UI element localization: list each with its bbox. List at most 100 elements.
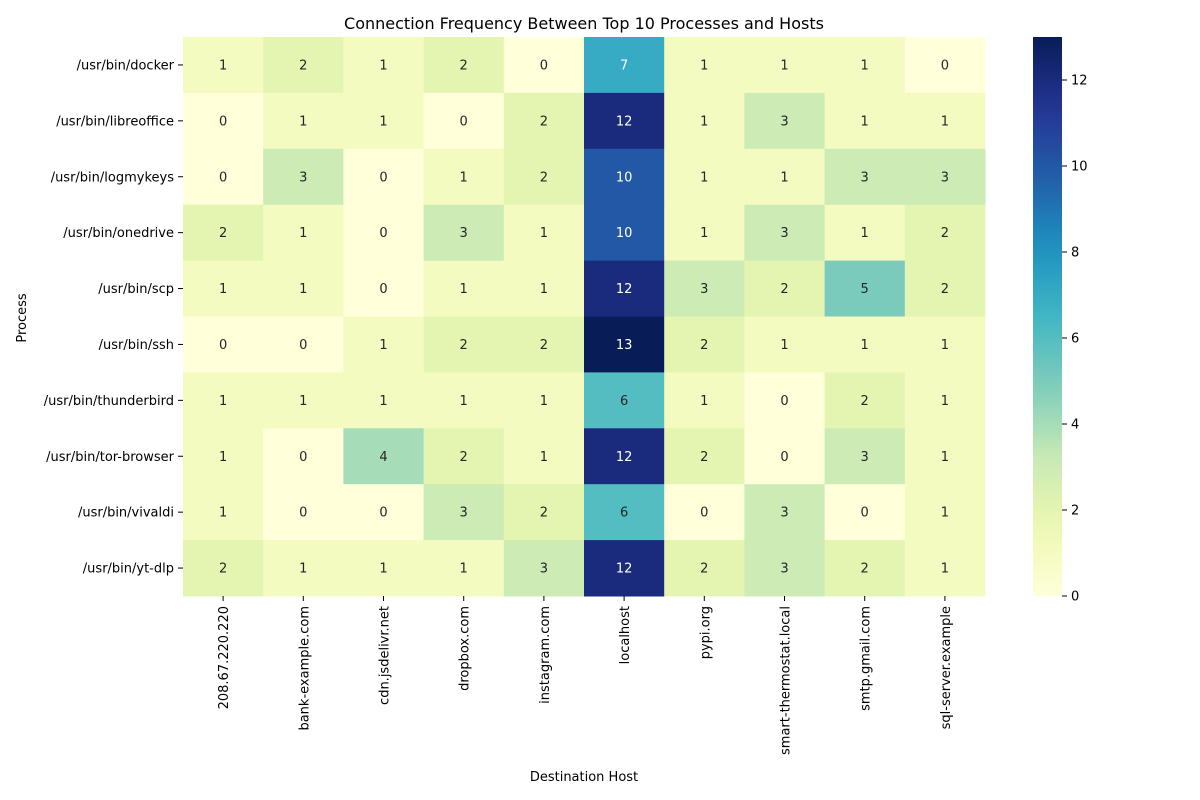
cell-value-label: 2	[460, 58, 468, 73]
heatmap-cell	[503, 484, 585, 541]
heatmap-cell	[343, 484, 425, 541]
heatmap-cell	[744, 428, 826, 485]
heatmap-cell	[423, 148, 505, 206]
cell-value-label: 10	[616, 226, 633, 241]
cell-value-label: 0	[379, 226, 387, 241]
heatmap-cell	[423, 316, 505, 373]
cell-value-label: 0	[780, 450, 788, 465]
heatmap-cell	[664, 204, 745, 262]
heatmap-cell	[183, 372, 264, 429]
heatmap-cell	[183, 316, 264, 373]
y-tick-label: /usr/bin/thunderbird	[44, 394, 174, 409]
colorbar-tick-label: 10	[1071, 160, 1088, 175]
cell-value-label: 1	[700, 114, 708, 129]
heatmap-cell	[664, 316, 745, 373]
x-axis-label: Destination Host	[530, 770, 638, 785]
y-tick-label: /usr/bin/scp	[98, 282, 174, 297]
cell-value-label: 1	[941, 450, 949, 465]
cell-value-label: 1	[700, 170, 708, 185]
cell-value-label: 2	[460, 450, 468, 465]
cell-value-label: 2	[941, 282, 949, 297]
cell-value-label: 1	[941, 114, 949, 129]
cell-value-label: 0	[379, 170, 387, 185]
cell-value-label: 1	[941, 394, 949, 409]
heatmap-cell	[664, 148, 745, 206]
cell-value-label: 1	[780, 170, 788, 185]
cell-value-label: 1	[219, 394, 227, 409]
heatmap-cell	[263, 484, 344, 541]
x-tick-label: pypi.org	[698, 606, 713, 659]
cell-value-label: 5	[861, 282, 869, 297]
heatmap-cell	[183, 204, 264, 262]
chart-title: Connection Frequency Between Top 10 Proc…	[344, 14, 824, 33]
cell-value-label: 1	[540, 282, 548, 297]
heatmap-cell	[584, 484, 665, 541]
heatmap-cell	[343, 37, 425, 94]
cell-value-label: 0	[219, 114, 227, 129]
cell-value-label: 12	[616, 114, 633, 129]
y-tick-labels: /usr/bin/docker/usr/bin/libreoffice/usr/…	[44, 58, 183, 577]
heatmap-cell	[584, 540, 665, 597]
heatmap-cell	[584, 92, 665, 150]
heatmap-cell	[824, 204, 906, 262]
heatmap-cell	[423, 372, 505, 429]
cell-value-label: 2	[780, 282, 788, 297]
heatmap-cell	[423, 484, 505, 541]
heatmap-cell	[904, 92, 986, 150]
cell-value-label: 2	[540, 506, 548, 521]
heatmap-cell	[423, 204, 505, 262]
cell-value-label: 1	[780, 58, 788, 73]
cell-value-label: 0	[780, 394, 788, 409]
heatmap-cell	[503, 316, 585, 373]
y-tick-label: /usr/bin/docker	[77, 58, 175, 73]
heatmap-cell	[664, 92, 745, 150]
cell-value-label: 2	[219, 226, 227, 241]
cell-value-label: 1	[700, 226, 708, 241]
heatmap-cell	[423, 92, 505, 150]
cell-value-label: 1	[299, 114, 307, 129]
cell-value-label: 0	[379, 282, 387, 297]
heatmap-cell	[904, 148, 986, 206]
heatmap-cell	[263, 92, 344, 150]
cell-value-label: 1	[379, 58, 387, 73]
cell-value-label: 0	[540, 58, 548, 73]
heatmap-cell	[664, 372, 745, 429]
cell-value-label: 0	[941, 58, 949, 73]
x-tick-label: sql-server.example	[939, 606, 954, 729]
heatmap-cell	[584, 428, 665, 485]
cell-value-label: 2	[941, 226, 949, 241]
cell-value-label: 10	[616, 170, 633, 185]
heatmap-cell	[744, 540, 826, 597]
heatmap-cell	[744, 37, 826, 94]
cell-value-label: 0	[861, 506, 869, 521]
cell-value-label: 3	[780, 506, 788, 521]
x-tick-label: 208.67.220.220	[217, 606, 232, 709]
heatmap-cell	[343, 316, 425, 373]
cell-value-label: 1	[540, 450, 548, 465]
cell-value-label: 2	[540, 114, 548, 129]
heatmap-cell	[503, 372, 585, 429]
heatmap-cell	[744, 92, 826, 150]
cell-value-label: 1	[460, 282, 468, 297]
cell-value-label: 3	[780, 562, 788, 577]
x-tick-label: smart-thermostat.local	[779, 606, 794, 755]
heatmap-cell	[503, 428, 585, 485]
heatmap-cell	[263, 260, 344, 317]
cell-value-label: 0	[299, 506, 307, 521]
cell-value-label: 3	[861, 450, 869, 465]
colorbar-tick-label: 6	[1071, 332, 1079, 347]
heatmap-cell	[664, 540, 745, 597]
cell-value-label: 0	[379, 506, 387, 521]
cell-value-label: 0	[299, 450, 307, 465]
heatmap-cell	[503, 37, 585, 94]
cell-value-label: 1	[460, 170, 468, 185]
cell-value-label: 7	[620, 58, 628, 73]
heatmap-cell	[744, 484, 826, 541]
heatmap-cell	[503, 148, 585, 206]
heatmap-cell	[904, 484, 986, 541]
heatmap-cell	[904, 260, 986, 317]
heatmap-cell	[183, 148, 264, 206]
cell-value-label: 1	[460, 562, 468, 577]
heatmap-cell	[664, 260, 745, 317]
